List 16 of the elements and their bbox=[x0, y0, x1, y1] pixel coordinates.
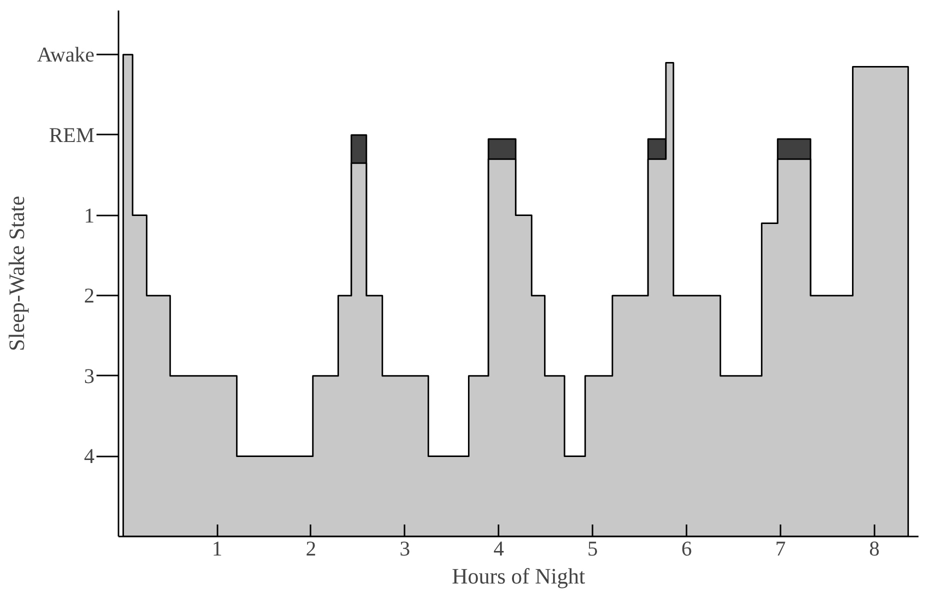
x-tick-label: 6 bbox=[681, 536, 692, 560]
x-tick-label: 1 bbox=[212, 536, 222, 560]
y-tick-label: Awake bbox=[36, 42, 94, 67]
x-axis-title: Hours of Night bbox=[452, 564, 586, 588]
y-axis-title: Sleep-Wake State bbox=[4, 196, 29, 352]
x-tick-label: 3 bbox=[400, 536, 410, 560]
x-tick-label: 7 bbox=[775, 536, 786, 560]
y-tick-label: 1 bbox=[84, 203, 94, 228]
y-tick-label: REM bbox=[48, 122, 95, 147]
y-tick-label: 2 bbox=[84, 284, 94, 308]
x-tick-label: 4 bbox=[494, 536, 505, 560]
x-tick-label: 2 bbox=[306, 536, 316, 560]
x-tick-label: 5 bbox=[587, 536, 598, 560]
x-tick-label: 8 bbox=[869, 536, 880, 560]
y-tick-label: 4 bbox=[84, 444, 95, 468]
y-tick-label: 3 bbox=[84, 364, 94, 388]
